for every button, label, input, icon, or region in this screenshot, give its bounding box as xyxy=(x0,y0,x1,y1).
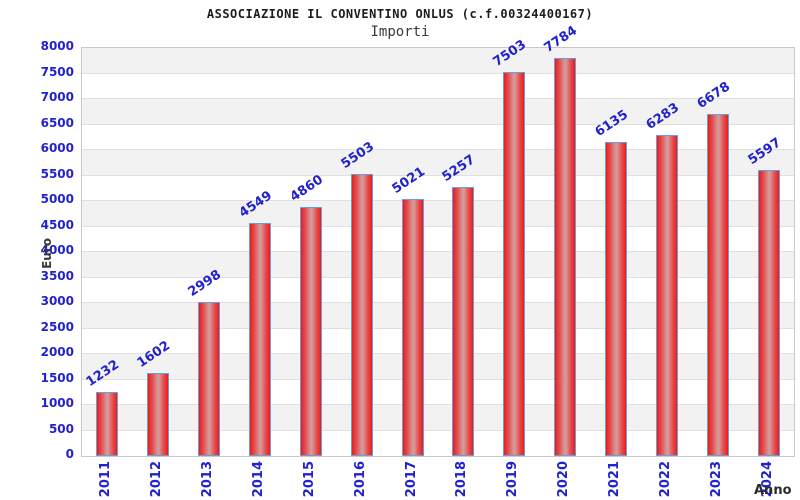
plot-band-row xyxy=(82,430,794,456)
y-axis-tick-label: 2500 xyxy=(40,319,74,334)
x-axis-tick-label: 2022 xyxy=(657,461,673,498)
x-axis-tick-label: 2017 xyxy=(403,461,419,498)
y-axis-tick-label: 7000 xyxy=(40,90,74,104)
y-axis-tick-label: 5000 xyxy=(40,192,74,206)
x-axis-tick-label: 2011 xyxy=(98,461,114,498)
gridline xyxy=(82,98,794,99)
x-axis-tick-label: 2023 xyxy=(708,461,724,498)
gridline xyxy=(82,149,794,150)
plot-band-row xyxy=(82,354,794,380)
x-axis-tick-label: 2021 xyxy=(607,461,622,498)
plot-band-row xyxy=(82,379,794,405)
y-axis-tick-label: 3500 xyxy=(40,268,74,283)
bar-2011 xyxy=(96,392,119,456)
plot-band-row xyxy=(82,99,794,125)
bar-2014 xyxy=(249,223,271,456)
gridline xyxy=(82,200,794,201)
y-axis-tick-label: 6500 xyxy=(40,115,74,130)
gridline xyxy=(82,404,794,405)
bar-2012 xyxy=(147,373,170,456)
x-axis-tick-label: 2020 xyxy=(556,461,572,498)
chart-title: ASSOCIAZIONE IL CONVENTINO ONLUS (c.f.00… xyxy=(206,7,594,21)
y-axis-tick-label: 6000 xyxy=(40,141,74,155)
gridline xyxy=(82,353,794,354)
bar-2019 xyxy=(503,72,526,456)
bar-2023 xyxy=(706,114,729,456)
plot-band-row xyxy=(82,175,794,201)
gridline xyxy=(82,429,794,431)
y-axis-tick-label: 3000 xyxy=(40,294,74,308)
gridline xyxy=(82,327,794,329)
plot-band-row xyxy=(82,201,794,227)
gridline xyxy=(82,378,794,380)
x-axis-tick-label: 2018 xyxy=(454,461,470,498)
plot-band-row xyxy=(82,328,794,354)
plot-band-row xyxy=(82,150,794,176)
bar-2022 xyxy=(655,134,678,456)
plot-band-row xyxy=(82,226,794,252)
bar-2013 xyxy=(198,302,221,456)
plot-band-row xyxy=(82,252,794,278)
chart-subtitle: Importi xyxy=(370,24,430,40)
x-axis-tick-label: 2019 xyxy=(505,461,521,498)
gridline xyxy=(82,174,794,176)
x-axis-title: Anno xyxy=(754,483,792,498)
plot-area xyxy=(81,47,795,457)
y-axis-tick-label: 4500 xyxy=(40,217,74,232)
x-axis-tick-label: 2016 xyxy=(352,461,368,498)
bar-2020 xyxy=(554,58,577,456)
plot-band-row xyxy=(82,405,794,431)
plot-band-row xyxy=(82,303,794,329)
gridline xyxy=(82,225,794,227)
bar-2015 xyxy=(299,207,322,456)
plot-band-row xyxy=(82,73,794,99)
bar-2024 xyxy=(757,169,780,456)
y-axis-tick-label: 500 xyxy=(48,421,74,436)
y-axis-title: Euro xyxy=(40,238,54,269)
y-axis-tick-label: 4000 xyxy=(40,243,74,257)
y-axis-tick-label: 0 xyxy=(65,447,74,461)
x-axis-tick-label: 2013 xyxy=(200,461,216,498)
gridline xyxy=(82,276,794,278)
x-axis-tick-label: 2014 xyxy=(251,461,266,498)
plot-band-row xyxy=(82,48,794,74)
y-axis-tick-label: 8000 xyxy=(40,39,74,53)
y-axis-tick-label: 1000 xyxy=(40,396,74,410)
bar-2018 xyxy=(452,186,475,456)
gridline xyxy=(82,302,794,303)
y-axis-tick-label: 2000 xyxy=(40,345,74,359)
gridline xyxy=(82,72,794,74)
bar-2021 xyxy=(605,142,627,456)
y-axis-tick-label: 1500 xyxy=(40,370,74,385)
x-axis-tick-label: 2015 xyxy=(301,461,317,498)
plot-band-row xyxy=(82,124,794,150)
x-axis-tick-label: 2012 xyxy=(149,461,165,498)
gridline xyxy=(82,123,794,125)
bar-2016 xyxy=(350,174,373,456)
y-axis-tick-label: 7500 xyxy=(40,64,74,79)
y-axis-tick-label: 5500 xyxy=(40,166,74,181)
bar-2017 xyxy=(401,198,424,456)
gridline xyxy=(82,251,794,252)
